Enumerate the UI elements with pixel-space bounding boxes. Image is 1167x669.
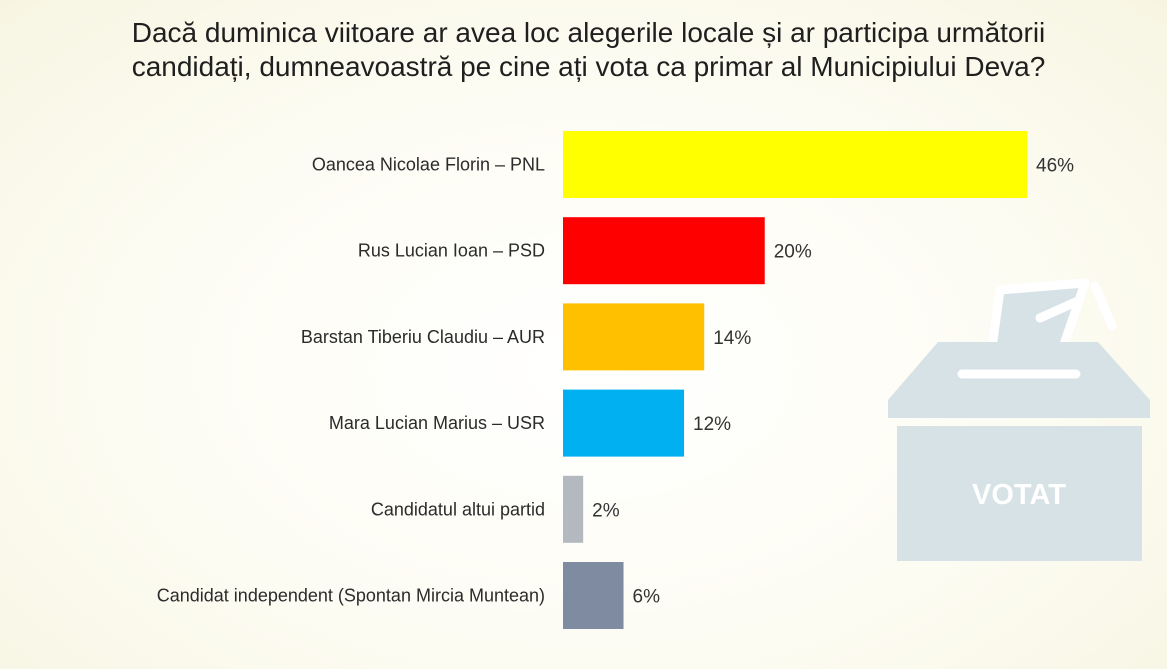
value-label: 6%	[633, 587, 661, 608]
category-label: Oancea Nicolae Florin – PNL	[312, 155, 545, 175]
category-label: Candidatul altui partid	[371, 499, 545, 519]
value-label: 2%	[592, 500, 620, 521]
category-label: Rus Lucian Ioan – PSD	[358, 241, 545, 261]
category-label: Candidat independent (Spontan Mircia Mun…	[157, 586, 545, 606]
value-label: 20%	[774, 242, 812, 263]
value-label: 12%	[693, 414, 731, 435]
category-label: Barstan Tiberiu Claudiu – AUR	[301, 327, 545, 347]
chart-title-line-2: candidați, dumneavoastră pe cine ați vot…	[131, 51, 1046, 82]
bar	[563, 389, 685, 457]
bar	[563, 475, 584, 543]
chart-title: Dacă duminica viitoare ar avea loc alege…	[0, 16, 1167, 84]
chart-title-line-1: Dacă duminica viitoare ar avea loc alege…	[131, 17, 1046, 48]
value-label: 14%	[713, 328, 751, 349]
bar	[563, 217, 765, 285]
value-label: 46%	[1036, 156, 1074, 177]
bar	[563, 303, 705, 371]
category-label: Mara Lucian Marius – USR	[329, 413, 545, 433]
bar	[563, 131, 1027, 198]
bar	[563, 562, 624, 629]
